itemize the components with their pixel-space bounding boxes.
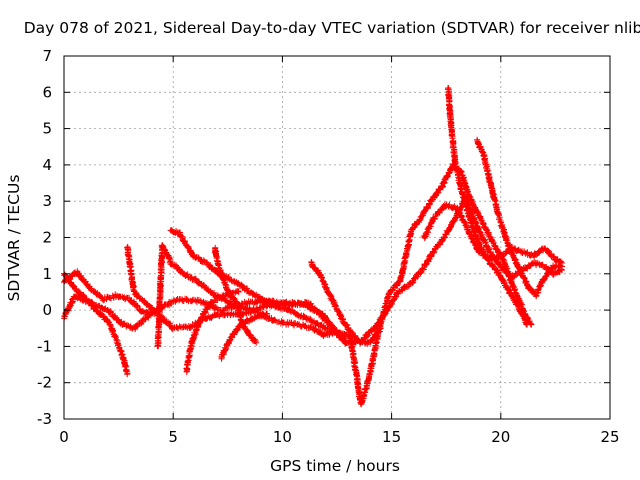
x-tick-label: 15 <box>382 428 401 446</box>
y-tick-labels: -3 -2 -1 0 1 2 3 4 5 6 7 <box>37 47 52 428</box>
y-tick-label: 3 <box>42 192 52 210</box>
y-tick-label: 2 <box>42 229 52 247</box>
series-trace-i <box>218 310 271 362</box>
x-tick-labels: 0 5 10 15 20 25 <box>59 428 619 446</box>
y-axis-label: SDTVAR / TECUs <box>5 175 23 302</box>
x-tick-label: 0 <box>59 428 69 446</box>
plus-markers <box>218 310 271 362</box>
y-tick-label: 0 <box>42 301 52 319</box>
y-tick-label: -3 <box>37 410 52 428</box>
series-trace-k <box>444 85 531 328</box>
series-trace-d <box>124 161 535 408</box>
plus-markers <box>420 201 565 266</box>
series-trace-m <box>420 201 565 266</box>
chart-title: Day 078 of 2021, Sidereal Day-to-day VTE… <box>24 19 640 37</box>
y-tick-label: -2 <box>37 374 52 392</box>
y-tick-label: 4 <box>42 156 52 174</box>
data-points <box>61 85 565 408</box>
x-tick-label: 25 <box>600 428 619 446</box>
gridlines <box>64 56 610 419</box>
x-tick-label: 10 <box>273 428 292 446</box>
y-tick-label: -1 <box>37 337 52 355</box>
plus-markers <box>308 259 384 347</box>
y-tick-label: 6 <box>42 83 52 101</box>
y-tick-label: 1 <box>42 265 52 283</box>
x-tick-label: 5 <box>168 428 178 446</box>
x-axis-label: GPS time / hours <box>270 457 400 475</box>
series-trace-j <box>308 259 384 347</box>
plus-markers <box>183 288 242 375</box>
x-tick-label: 20 <box>491 428 510 446</box>
axis-ticks <box>63 55 611 420</box>
series-trace-g <box>183 288 242 375</box>
plus-markers <box>124 161 535 408</box>
y-tick-label: 7 <box>42 47 52 65</box>
plus-markers <box>444 85 531 328</box>
y-tick-label: 5 <box>42 120 52 138</box>
